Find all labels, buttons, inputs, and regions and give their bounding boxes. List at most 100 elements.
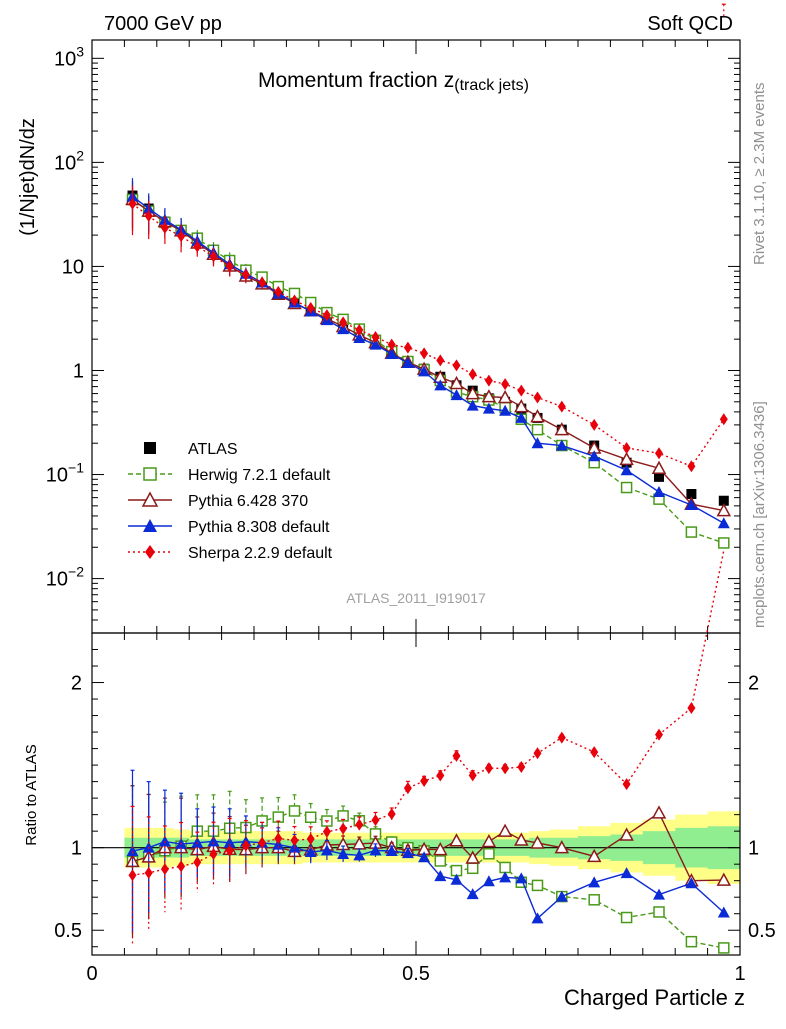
ratio-series-sherpa-2-2-9-default [128, 3, 726, 944]
data-point [274, 285, 283, 298]
data-point [482, 402, 495, 414]
ratio-point [355, 818, 364, 831]
data-point [387, 338, 396, 351]
ratio-point [433, 841, 448, 856]
y-tick-label: 10 [62, 256, 84, 278]
ratio-point [685, 935, 698, 948]
title-subscript: (track jets) [454, 77, 529, 94]
data-point [590, 418, 599, 431]
ratio-point [306, 832, 315, 845]
data-point [371, 330, 380, 343]
ratio-tick-label: 2 [71, 673, 82, 695]
y-tick-base: 10 [54, 152, 76, 174]
data-point [177, 230, 186, 243]
data-point [225, 260, 234, 273]
data-point [554, 422, 570, 436]
data-point [401, 357, 414, 369]
y-tick-base: 1 [73, 360, 84, 382]
header-right-text: Soft QCD [647, 13, 733, 35]
ratio-point [209, 848, 218, 861]
y-tick-exponent: 2 [76, 147, 84, 163]
legend-marker [143, 467, 157, 481]
ratio-point [387, 807, 396, 820]
ratio-point [718, 942, 730, 954]
ratio-point [126, 845, 139, 857]
series-line [132, 203, 725, 468]
data-point [369, 338, 382, 350]
ratio-tick-label: 1 [71, 838, 82, 860]
ratio-point [320, 844, 333, 856]
legend: ATLAS Herwig 7.2.1 default Pythia 6.428 37… [128, 441, 333, 562]
legend-item-atlas: ATLAS [144, 441, 238, 458]
analysis-label: ATLAS_2011_I919017 [346, 590, 486, 606]
ratio-point [501, 762, 510, 775]
ratio-point [223, 836, 236, 848]
ratio-point [466, 862, 479, 875]
y-tick-exponent: −2 [68, 564, 84, 580]
data-point [655, 447, 663, 460]
data-point [533, 391, 542, 404]
ratio-point [452, 749, 461, 762]
series-line [132, 198, 724, 512]
data-point [160, 221, 169, 234]
data-point [654, 471, 664, 482]
y-tick-label: 102 [54, 147, 84, 174]
data-point [622, 441, 631, 454]
data-point [531, 437, 544, 449]
ratio-point [499, 861, 511, 874]
ratio-point [588, 894, 600, 906]
ratio-point [369, 844, 382, 856]
legend-marker [141, 491, 159, 507]
ratio-line [132, 550, 725, 876]
ratio-point [481, 833, 497, 848]
data-point [418, 365, 431, 377]
ratio-point [514, 832, 529, 846]
data-point [718, 537, 730, 549]
legend-label: Pythia 6.428 370 [188, 493, 308, 510]
data-point [339, 316, 348, 329]
data-point [497, 389, 513, 404]
ratio-point [468, 769, 477, 782]
ratio-point [274, 832, 283, 845]
data-point [484, 374, 493, 387]
data-point [241, 268, 250, 281]
ratio-point [371, 814, 380, 827]
data-point [353, 332, 366, 344]
y-tick-exponent: 3 [76, 43, 84, 59]
data-point [403, 341, 412, 354]
data-point [258, 276, 267, 289]
data-point [144, 210, 153, 223]
ratio-point [304, 811, 317, 823]
ratio-point [144, 866, 153, 879]
legend-marker [143, 519, 157, 532]
ratio-point [385, 845, 398, 857]
y-tick-base: 10 [62, 256, 84, 278]
ratio-axis-label: Ratio to ATLAS [23, 744, 40, 845]
ratio-point [177, 860, 186, 873]
ratio-point [515, 872, 528, 884]
data-point [686, 489, 697, 500]
ratio-tick-label-right: 1 [748, 838, 759, 860]
ratio-tick-label: 0.5 [54, 920, 82, 942]
ratio-point [655, 728, 663, 741]
ratio-point [465, 850, 480, 864]
legend-item-sherpa-2-2-9-default: Sherpa 2.2.9 default [128, 545, 333, 562]
ratio-point [466, 888, 479, 900]
data-point [557, 400, 566, 413]
ratio-point [225, 844, 234, 857]
rivet-label: Rivet 3.1.10, ≥ 2.3M events [751, 83, 768, 266]
ratio-point [651, 805, 667, 819]
ratio-point [716, 872, 732, 886]
series-atlas [127, 190, 729, 506]
ratio-point [420, 774, 429, 787]
x-axis-label: Charged Particle z [564, 985, 745, 1010]
data-point [685, 526, 698, 538]
ratio-point [557, 731, 566, 744]
series-pythia-6-428-370 [125, 181, 732, 517]
ratio-point [590, 746, 599, 759]
x-tick-label: 0.5 [402, 963, 430, 985]
x-tick-label: 0 [86, 963, 97, 985]
ratio-point [353, 849, 366, 861]
